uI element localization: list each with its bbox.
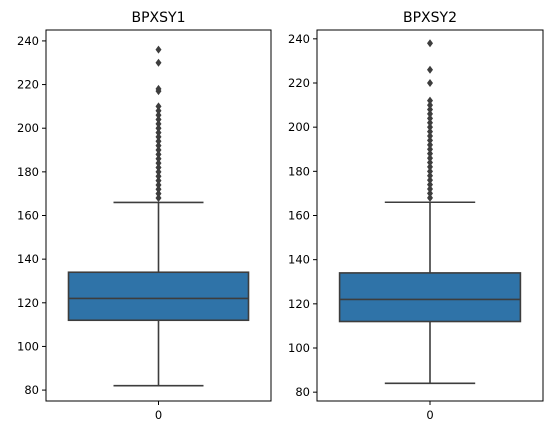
iqr-box: [67, 271, 250, 322]
y-tick-label: 100: [17, 339, 39, 353]
plot-frame: [45, 29, 272, 402]
outlier-point: [427, 127, 433, 136]
x-tick-label: 0: [155, 408, 162, 422]
outlier-point: [427, 132, 433, 140]
outlier-point: [427, 39, 433, 48]
outlier-point: [427, 154, 433, 163]
y-tick-label: 240: [288, 32, 310, 46]
y-tick-label: 180: [288, 164, 310, 178]
outlier-point: [155, 163, 162, 172]
outlier-point: [427, 167, 433, 176]
outlier-point: [427, 101, 433, 110]
outlier-point: [427, 105, 433, 114]
outlier-point: [427, 114, 433, 123]
outlier-point: [155, 119, 162, 128]
x-tick-label: 0: [426, 408, 433, 422]
outlier-point: [427, 140, 433, 149]
outlier-point: [155, 194, 162, 203]
y-tick-label: 180: [17, 165, 39, 179]
outlier-point: [155, 115, 162, 124]
panel-bpxsy2: BPXSY2 80 100 120 140 160 180 200 220 240 0: [288, 10, 544, 422]
outlier-point: [155, 172, 162, 181]
outlier-point: [427, 109, 433, 118]
y-tick-label: 220: [288, 76, 310, 90]
outlier-point: [155, 141, 162, 150]
outlier-point: [155, 111, 162, 120]
outlier-point: [155, 58, 162, 67]
outlier-point: [427, 96, 433, 105]
outlier-point: [427, 180, 433, 189]
outlier-point: [155, 176, 162, 185]
outlier-point: [427, 162, 433, 171]
outlier-point: [155, 102, 162, 111]
y-tick-label: 140: [288, 253, 310, 267]
outlier-point: [155, 159, 162, 168]
outlier-point: [427, 158, 433, 167]
outlier-point: [427, 149, 433, 158]
y-tick-label: 160: [288, 209, 310, 223]
outlier-point: [155, 124, 162, 133]
outlier-point: [155, 150, 162, 159]
outlier-point: [155, 132, 162, 141]
outlier-point: [155, 146, 162, 155]
outlier-point: [155, 45, 162, 54]
outlier-point: [155, 128, 162, 137]
y-tick-label: 100: [288, 341, 310, 355]
panel-bpxsy1: BPXSY1 80 100 120 140 160 180 200 220 240 0: [17, 10, 272, 422]
outlier-point: [155, 189, 162, 198]
y-tick-label: 120: [17, 296, 39, 310]
outlier-point: [155, 84, 162, 93]
outlier-point: [427, 193, 433, 202]
y-tick-label: 80: [24, 383, 39, 397]
y-tick-label: 240: [17, 34, 39, 48]
outlier-point: [155, 180, 162, 189]
outlier-point: [155, 154, 162, 163]
outlier-point: [427, 176, 433, 185]
chart-title: BPXSY2: [403, 10, 457, 26]
outlier-point: [427, 136, 433, 145]
outlier-point: [155, 106, 162, 115]
outlier-point: [427, 65, 433, 74]
outlier-point: [427, 185, 433, 193]
plot-frame: [316, 29, 544, 402]
outlier-point: [427, 189, 433, 198]
outlier-point: [427, 79, 433, 87]
y-tick-label: 80: [295, 385, 310, 399]
y-tick-label: 140: [17, 252, 39, 266]
outlier-point: [427, 123, 433, 132]
chart-title: BPXSY1: [132, 10, 186, 26]
outlier-point: [155, 185, 162, 194]
y-tick-label: 220: [17, 78, 39, 92]
y-tick-label: 200: [288, 120, 310, 134]
outlier-point: [427, 145, 433, 154]
iqr-box: [338, 272, 522, 323]
outlier-point: [155, 167, 162, 176]
y-tick-label: 160: [17, 209, 39, 223]
y-tick-label: 120: [288, 297, 310, 311]
outlier-point: [155, 137, 162, 146]
y-tick-label: 200: [17, 121, 39, 135]
outlier-point: [427, 171, 433, 180]
outlier-point: [427, 118, 433, 127]
